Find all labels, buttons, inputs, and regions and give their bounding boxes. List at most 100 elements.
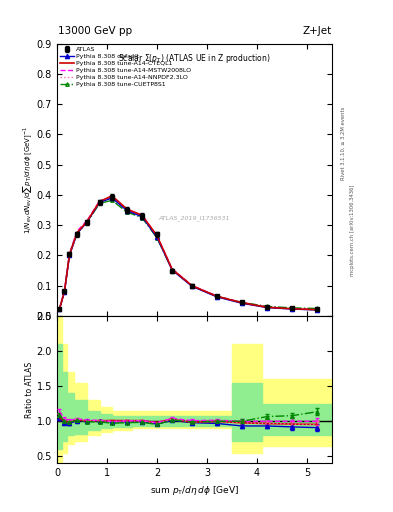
Pythia 8.308 tune-CUETP8S1: [62, 288, 67, 294]
Pythia 8.308 tune-A14-MSTW2008LO: [240, 300, 244, 306]
Pythia 8.308 tune-A14-CTEQL1: [57, 306, 62, 312]
Pythia 8.308 default: [125, 207, 129, 214]
Pythia 8.308 default: [190, 283, 195, 289]
Pythia 8.308 tune-A14-MSTW2008LO: [315, 306, 320, 312]
Pythia 8.308 default: [265, 305, 270, 311]
Pythia 8.308 tune-A14-MSTW2008LO: [140, 212, 144, 218]
Y-axis label: $1/N_\mathrm{ev}\,dN_\mathrm{ev}/d\sum p_\mathrm{T}/d\eta\,d\phi\;[\mathrm{GeV}]: $1/N_\mathrm{ev}\,dN_\mathrm{ev}/d\sum p…: [21, 125, 34, 234]
Pythia 8.308 tune-CUETP8S1: [67, 251, 72, 258]
Pythia 8.308 tune-CUETP8S1: [265, 303, 270, 309]
Pythia 8.308 tune-A14-CTEQL1: [290, 306, 294, 312]
Pythia 8.308 tune-A14-MSTW2008LO: [125, 206, 129, 212]
Bar: [232, 382, 262, 441]
Pythia 8.308 tune-A14-MSTW2008LO: [62, 287, 67, 293]
Bar: [57, 344, 62, 450]
Pythia 8.308 tune-A14-NNPDF2.3LO: [110, 194, 114, 200]
Pythia 8.308 tune-A14-NNPDF2.3LO: [155, 233, 160, 240]
Pythia 8.308 tune-A14-NNPDF2.3LO: [125, 207, 129, 213]
Pythia 8.308 tune-A14-CTEQL1: [170, 266, 174, 272]
Pythia 8.308 tune-CUETP8S1: [75, 230, 79, 237]
Pythia 8.308 tune-A14-MSTW2008LO: [215, 293, 219, 299]
Pythia 8.308 tune-CUETP8S1: [290, 305, 294, 311]
Pythia 8.308 tune-A14-MSTW2008LO: [84, 218, 89, 224]
Pythia 8.308 tune-A14-NNPDF2.3LO: [290, 306, 294, 312]
Line: Pythia 8.308 tune-CUETP8S1: Pythia 8.308 tune-CUETP8S1: [58, 199, 319, 310]
Pythia 8.308 tune-A14-MSTW2008LO: [97, 198, 102, 204]
Pythia 8.308 tune-A14-MSTW2008LO: [155, 233, 160, 239]
Pythia 8.308 default: [155, 234, 160, 241]
Pythia 8.308 tune-A14-CTEQL1: [240, 300, 244, 306]
Text: ATLAS_2019_I1736531: ATLAS_2019_I1736531: [159, 215, 230, 221]
Pythia 8.308 tune-CUETP8S1: [190, 283, 195, 289]
Pythia 8.308 default: [290, 306, 294, 312]
Pythia 8.308 default: [97, 199, 102, 205]
Pythia 8.308 tune-CUETP8S1: [170, 267, 174, 273]
Bar: [75, 400, 87, 434]
Pythia 8.308 tune-CUETP8S1: [84, 220, 89, 226]
Line: Pythia 8.308 default: Pythia 8.308 default: [57, 196, 319, 312]
Bar: [57, 316, 62, 462]
Pythia 8.308 default: [75, 230, 79, 237]
Pythia 8.308 tune-A14-CTEQL1: [140, 212, 144, 218]
Pythia 8.308 tune-A14-NNPDF2.3LO: [84, 219, 89, 225]
Bar: [132, 411, 157, 428]
Legend: ATLAS, Pythia 8.308 default, Pythia 8.308 tune-A14-CTEQL1, Pythia 8.308 tune-A14: ATLAS, Pythia 8.308 default, Pythia 8.30…: [59, 46, 193, 88]
Pythia 8.308 tune-A14-CTEQL1: [84, 219, 89, 225]
Bar: [132, 416, 157, 426]
Bar: [262, 379, 332, 446]
Line: Pythia 8.308 tune-A14-MSTW2008LO: Pythia 8.308 tune-A14-MSTW2008LO: [59, 197, 317, 309]
Text: 13000 GeV pp: 13000 GeV pp: [58, 26, 132, 36]
Pythia 8.308 tune-A14-MSTW2008LO: [57, 305, 62, 311]
Pythia 8.308 tune-CUETP8S1: [97, 200, 102, 206]
Bar: [99, 407, 112, 433]
Pythia 8.308 tune-A14-NNPDF2.3LO: [97, 199, 102, 205]
Bar: [75, 382, 87, 441]
Pythia 8.308 tune-A14-CTEQL1: [265, 304, 270, 310]
Pythia 8.308 tune-CUETP8S1: [315, 305, 320, 311]
Pythia 8.308 tune-CUETP8S1: [125, 209, 129, 215]
Pythia 8.308 tune-A14-NNPDF2.3LO: [240, 300, 244, 306]
Text: Scalar $\Sigma(p_\mathrm{T})$ (ATLAS UE in Z production): Scalar $\Sigma(p_\mathrm{T})$ (ATLAS UE …: [118, 52, 271, 65]
Bar: [157, 416, 182, 426]
Bar: [62, 372, 67, 441]
Text: Z+Jet: Z+Jet: [302, 26, 331, 36]
Pythia 8.308 tune-A14-NNPDF2.3LO: [62, 288, 67, 294]
Pythia 8.308 tune-A14-NNPDF2.3LO: [67, 251, 72, 257]
Pythia 8.308 tune-A14-CTEQL1: [97, 199, 102, 205]
Pythia 8.308 tune-CUETP8S1: [155, 235, 160, 241]
Pythia 8.308 default: [240, 300, 244, 306]
Pythia 8.308 tune-A14-MSTW2008LO: [290, 305, 294, 311]
Pythia 8.308 tune-A14-NNPDF2.3LO: [170, 266, 174, 272]
Bar: [232, 344, 262, 453]
Pythia 8.308 tune-A14-CTEQL1: [315, 307, 320, 313]
Pythia 8.308 tune-A14-NNPDF2.3LO: [215, 293, 219, 300]
Pythia 8.308 default: [215, 294, 219, 300]
Pythia 8.308 tune-A14-CTEQL1: [67, 251, 72, 258]
Pythia 8.308 tune-CUETP8S1: [110, 197, 114, 203]
Pythia 8.308 default: [67, 252, 72, 259]
Bar: [87, 411, 99, 430]
Pythia 8.308 tune-CUETP8S1: [240, 300, 244, 306]
Pythia 8.308 tune-A14-NNPDF2.3LO: [140, 213, 144, 219]
Pythia 8.308 tune-A14-CTEQL1: [125, 206, 129, 212]
Text: mcplots.cern.ch [arXiv:1306.3436]: mcplots.cern.ch [arXiv:1306.3436]: [350, 185, 355, 276]
Pythia 8.308 tune-A14-CTEQL1: [75, 230, 79, 236]
Pythia 8.308 tune-CUETP8S1: [140, 215, 144, 221]
Pythia 8.308 tune-A14-CTEQL1: [62, 288, 67, 294]
Pythia 8.308 default: [170, 267, 174, 273]
Pythia 8.308 tune-A14-CTEQL1: [190, 283, 195, 289]
Pythia 8.308 tune-A14-NNPDF2.3LO: [265, 304, 270, 310]
Pythia 8.308 tune-A14-NNPDF2.3LO: [190, 283, 195, 289]
Bar: [67, 393, 75, 435]
Bar: [87, 400, 99, 435]
Pythia 8.308 tune-A14-MSTW2008LO: [75, 228, 79, 234]
Text: Rivet 3.1.10, ≥ 3.2M events: Rivet 3.1.10, ≥ 3.2M events: [341, 106, 346, 180]
Pythia 8.308 tune-CUETP8S1: [215, 293, 219, 300]
Pythia 8.308 tune-A14-CTEQL1: [215, 293, 219, 300]
Pythia 8.308 default: [62, 289, 67, 295]
Pythia 8.308 tune-A14-MSTW2008LO: [67, 250, 72, 257]
Pythia 8.308 tune-A14-NNPDF2.3LO: [75, 229, 79, 235]
Pythia 8.308 tune-A14-NNPDF2.3LO: [315, 307, 320, 313]
Bar: [182, 411, 232, 428]
Y-axis label: Ratio to ATLAS: Ratio to ATLAS: [25, 361, 34, 418]
